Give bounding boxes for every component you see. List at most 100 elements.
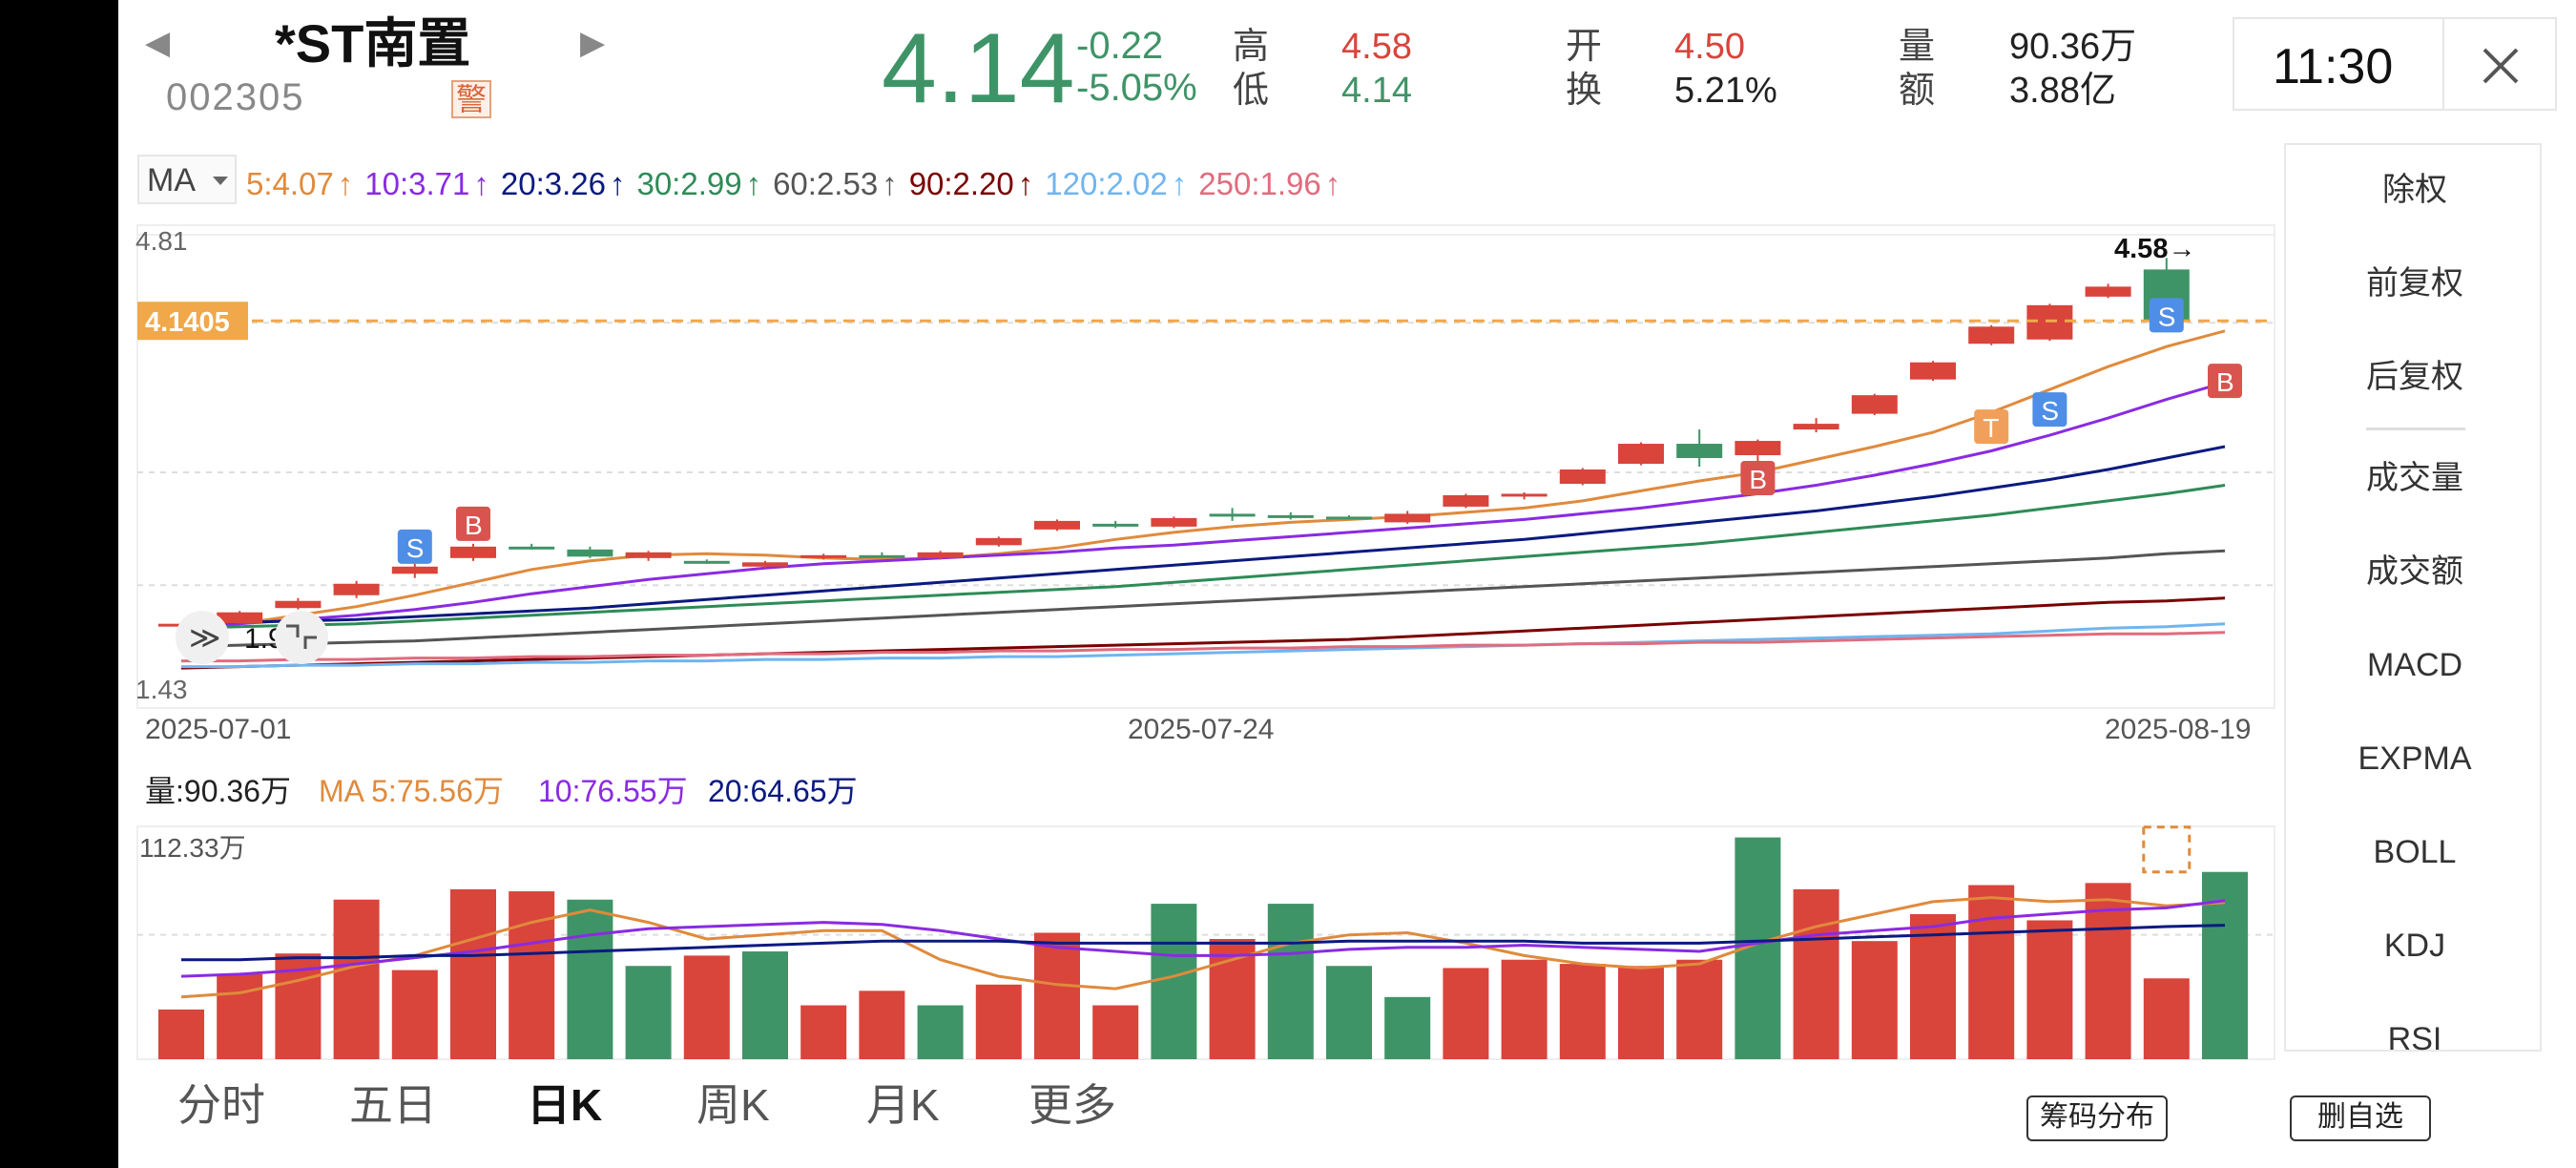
candle[interactable] <box>1793 424 1839 430</box>
side-menu-item[interactable]: KDJ <box>2383 928 2446 964</box>
candle[interactable] <box>1676 444 1723 459</box>
candle[interactable] <box>567 549 613 557</box>
candle[interactable] <box>450 546 496 558</box>
candle[interactable] <box>275 600 322 609</box>
volume-bar[interactable] <box>158 1009 204 1059</box>
candle[interactable] <box>1209 513 1256 517</box>
side-menu-item[interactable]: EXPMA <box>2358 740 2472 777</box>
volume-bar[interactable] <box>1501 959 1548 1059</box>
volume-bar[interactable] <box>391 970 438 1059</box>
volume-bar[interactable] <box>1151 904 1197 1059</box>
ma-selector[interactable]: MA <box>137 155 237 204</box>
side-menu-item[interactable]: 前复权 <box>2366 265 2463 302</box>
candle[interactable] <box>217 612 263 624</box>
candle[interactable] <box>975 537 1022 546</box>
volume-ma-line-ma10 <box>180 899 2226 978</box>
volume-bar[interactable] <box>1676 959 1723 1059</box>
volume-bar[interactable] <box>1092 1005 1139 1059</box>
candle[interactable] <box>2026 304 2073 340</box>
tab-period[interactable]: 周K <box>696 1080 770 1130</box>
signal-marker[interactable] <box>1974 409 2009 445</box>
candle[interactable] <box>391 566 438 574</box>
candle[interactable] <box>1092 523 1139 527</box>
signal-marker[interactable] <box>1740 460 1776 495</box>
candle[interactable] <box>742 562 788 567</box>
candle[interactable] <box>1851 395 1898 414</box>
side-menu-item[interactable]: RSI <box>2387 1021 2442 1057</box>
fullscreen-button[interactable] <box>275 611 328 664</box>
close-button[interactable] <box>2444 17 2557 111</box>
volume-bar[interactable] <box>1618 966 1664 1059</box>
side-menu-item[interactable]: 除权 <box>2382 172 2447 208</box>
signal-marker[interactable] <box>456 506 490 541</box>
candle[interactable] <box>2085 286 2131 297</box>
candle[interactable] <box>859 554 905 558</box>
volume-bar[interactable] <box>742 951 788 1059</box>
volume-bar[interactable] <box>1209 939 1256 1059</box>
candle[interactable] <box>1735 441 1781 456</box>
signal-marker[interactable] <box>397 529 432 564</box>
signal-marker[interactable] <box>2208 364 2242 399</box>
candle[interactable] <box>509 546 555 550</box>
tab-period[interactable]: 日K <box>527 1080 603 1130</box>
prev-stock-arrow[interactable]: ◀ <box>145 25 171 61</box>
volume-bar[interactable] <box>509 891 555 1059</box>
candle[interactable] <box>1618 444 1664 465</box>
candle[interactable] <box>917 552 964 558</box>
tab-period[interactable]: 更多 <box>1028 1080 1116 1130</box>
volume-bar[interactable] <box>333 899 380 1059</box>
chip-distribution-button[interactable]: 筹码分布 <box>2026 1095 2168 1141</box>
volume-bar[interactable] <box>1267 904 1314 1059</box>
kline-chart[interactable]: 4.81 1.43 2025-07-01 2025-07-24 2025-08-19 4.… <box>118 0 2284 1069</box>
volume-bar[interactable] <box>1326 966 1372 1059</box>
volume-bar[interactable] <box>1851 941 1898 1059</box>
volume-bar[interactable] <box>2202 871 2248 1059</box>
price-change: -0.22 <box>1076 25 1164 67</box>
volume-bar[interactable] <box>1968 885 2015 1059</box>
candle[interactable] <box>1384 513 1431 523</box>
volume-bar[interactable] <box>1034 932 1080 1059</box>
candle[interactable] <box>1443 494 1489 507</box>
tab-period[interactable]: 月K <box>866 1080 940 1130</box>
volume-bar[interactable] <box>800 1005 847 1059</box>
candle[interactable] <box>1151 517 1197 527</box>
volume-bar[interactable] <box>1910 913 1956 1059</box>
side-menu-item[interactable]: MACD <box>2366 647 2463 683</box>
tab-period[interactable]: 分时 <box>177 1080 265 1130</box>
side-menu-item[interactable]: BOLL <box>2373 834 2457 870</box>
volume-bar[interactable] <box>567 899 613 1059</box>
candle[interactable] <box>683 560 730 564</box>
volume-bar[interactable] <box>625 966 672 1059</box>
candle[interactable] <box>1559 469 1606 484</box>
candle[interactable] <box>625 552 672 558</box>
volume-bar[interactable] <box>917 1005 964 1059</box>
tab-period[interactable]: 五日 <box>349 1080 437 1130</box>
volume-bar[interactable] <box>683 955 730 1059</box>
candle[interactable] <box>1910 362 1956 380</box>
volume-bar[interactable] <box>1384 996 1431 1059</box>
volume-bar[interactable] <box>217 973 263 1059</box>
collapse-left-button[interactable] <box>176 611 229 664</box>
candle[interactable] <box>1034 520 1080 530</box>
candle[interactable] <box>800 554 847 558</box>
candle[interactable] <box>333 583 380 595</box>
candle[interactable] <box>1267 514 1314 518</box>
volume-bar[interactable] <box>1793 888 1839 1059</box>
candle[interactable] <box>1501 493 1548 497</box>
remove-watchlist-button[interactable]: 删自选 <box>2290 1095 2431 1141</box>
side-menu-item[interactable]: 成交量 <box>2366 460 2463 496</box>
volume-bar[interactable] <box>2143 978 2190 1059</box>
volume-bar[interactable] <box>975 984 1022 1059</box>
candle[interactable] <box>1968 326 2015 344</box>
volume-bar[interactable] <box>450 888 496 1059</box>
volume-bar[interactable] <box>859 991 905 1059</box>
side-menu-item[interactable]: 后复权 <box>2366 359 2463 395</box>
volume-bar[interactable] <box>2026 920 2073 1059</box>
volume-bar[interactable] <box>1443 968 1489 1059</box>
next-stock-arrow[interactable]: ▶ <box>580 25 606 61</box>
signal-marker[interactable] <box>2149 298 2184 333</box>
signal-marker[interactable] <box>2032 392 2067 428</box>
volume-bar[interactable] <box>1559 964 1606 1059</box>
candle[interactable] <box>1326 516 1372 520</box>
side-menu-item[interactable]: 成交额 <box>2366 553 2463 590</box>
